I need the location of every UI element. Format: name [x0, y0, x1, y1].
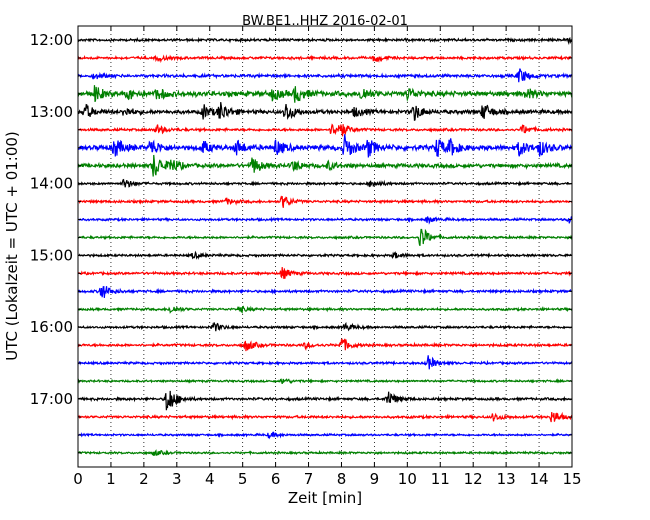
chart-title: BW.BE1..HHZ 2016-02-01 — [242, 14, 408, 29]
y-tick-label: 13:00 — [30, 103, 73, 121]
y-tick-label: 16:00 — [30, 318, 73, 336]
plot-frame — [77, 25, 573, 468]
trace-1645 — [77, 378, 573, 385]
x-tick-label: 0 — [73, 470, 83, 488]
x-tick-label: 11 — [431, 470, 450, 488]
x-tick-label: 6 — [271, 470, 281, 488]
trace-1200 — [77, 36, 573, 46]
x-tick-label: 13 — [497, 470, 516, 488]
trace-1730 — [77, 431, 573, 440]
x-tick-label: 1 — [106, 470, 116, 488]
trace-1415 — [77, 195, 573, 208]
trace-1615 — [77, 338, 573, 352]
trace-1545 — [77, 305, 573, 314]
trace-1700 — [77, 390, 573, 411]
trace-1500 — [77, 250, 573, 260]
trace-1515 — [77, 267, 573, 279]
y-tick-label: 14:00 — [30, 175, 73, 193]
trace-1445 — [77, 228, 573, 247]
y-axis-label: UTC (Lokalzeit = UTC + 01:00) — [3, 131, 21, 361]
trace-1330 — [77, 134, 573, 158]
x-tick-label: 4 — [205, 470, 215, 488]
trace-1215 — [77, 54, 573, 64]
trace-layer — [77, 36, 573, 456]
trace-1530 — [77, 286, 573, 298]
trace-1245 — [77, 85, 573, 103]
trace-1430 — [77, 216, 573, 225]
y-tick-label: 12:00 — [30, 31, 73, 49]
x-tick-label: 9 — [370, 470, 380, 488]
trace-1315 — [77, 123, 573, 137]
x-tick-label: 5 — [238, 470, 248, 488]
trace-1745 — [77, 449, 573, 456]
x-tick-label: 14 — [530, 470, 549, 488]
tick-marks — [77, 26, 573, 467]
trace-1715 — [77, 411, 573, 423]
x-tick-label: 12 — [464, 470, 483, 488]
trace-1230 — [77, 68, 573, 83]
y-tick-label: 15:00 — [30, 246, 73, 264]
x-tick-label: 3 — [172, 470, 182, 488]
x-tick-labels: 0 1 2 3 4 5 6 7 8 9 10 11 12 13 14 15 — [73, 470, 581, 488]
trace-1400 — [77, 178, 573, 188]
x-tick-label: 15 — [562, 470, 581, 488]
x-axis-label: Zeit [min] — [288, 489, 362, 507]
trace-1300 — [77, 102, 573, 122]
x-tick-label: 10 — [398, 470, 417, 488]
grid-lines — [110, 26, 540, 467]
x-tick-label: 2 — [139, 470, 149, 488]
x-tick-label: 8 — [337, 470, 347, 488]
trace-1600 — [77, 321, 573, 332]
x-tick-label: 7 — [304, 470, 314, 488]
y-tick-labels: 12:00 13:00 14:00 15:00 16:00 17:00 — [30, 31, 73, 408]
trace-1345 — [77, 154, 573, 177]
y-tick-label: 17:00 — [30, 390, 73, 408]
trace-1630 — [77, 355, 573, 370]
